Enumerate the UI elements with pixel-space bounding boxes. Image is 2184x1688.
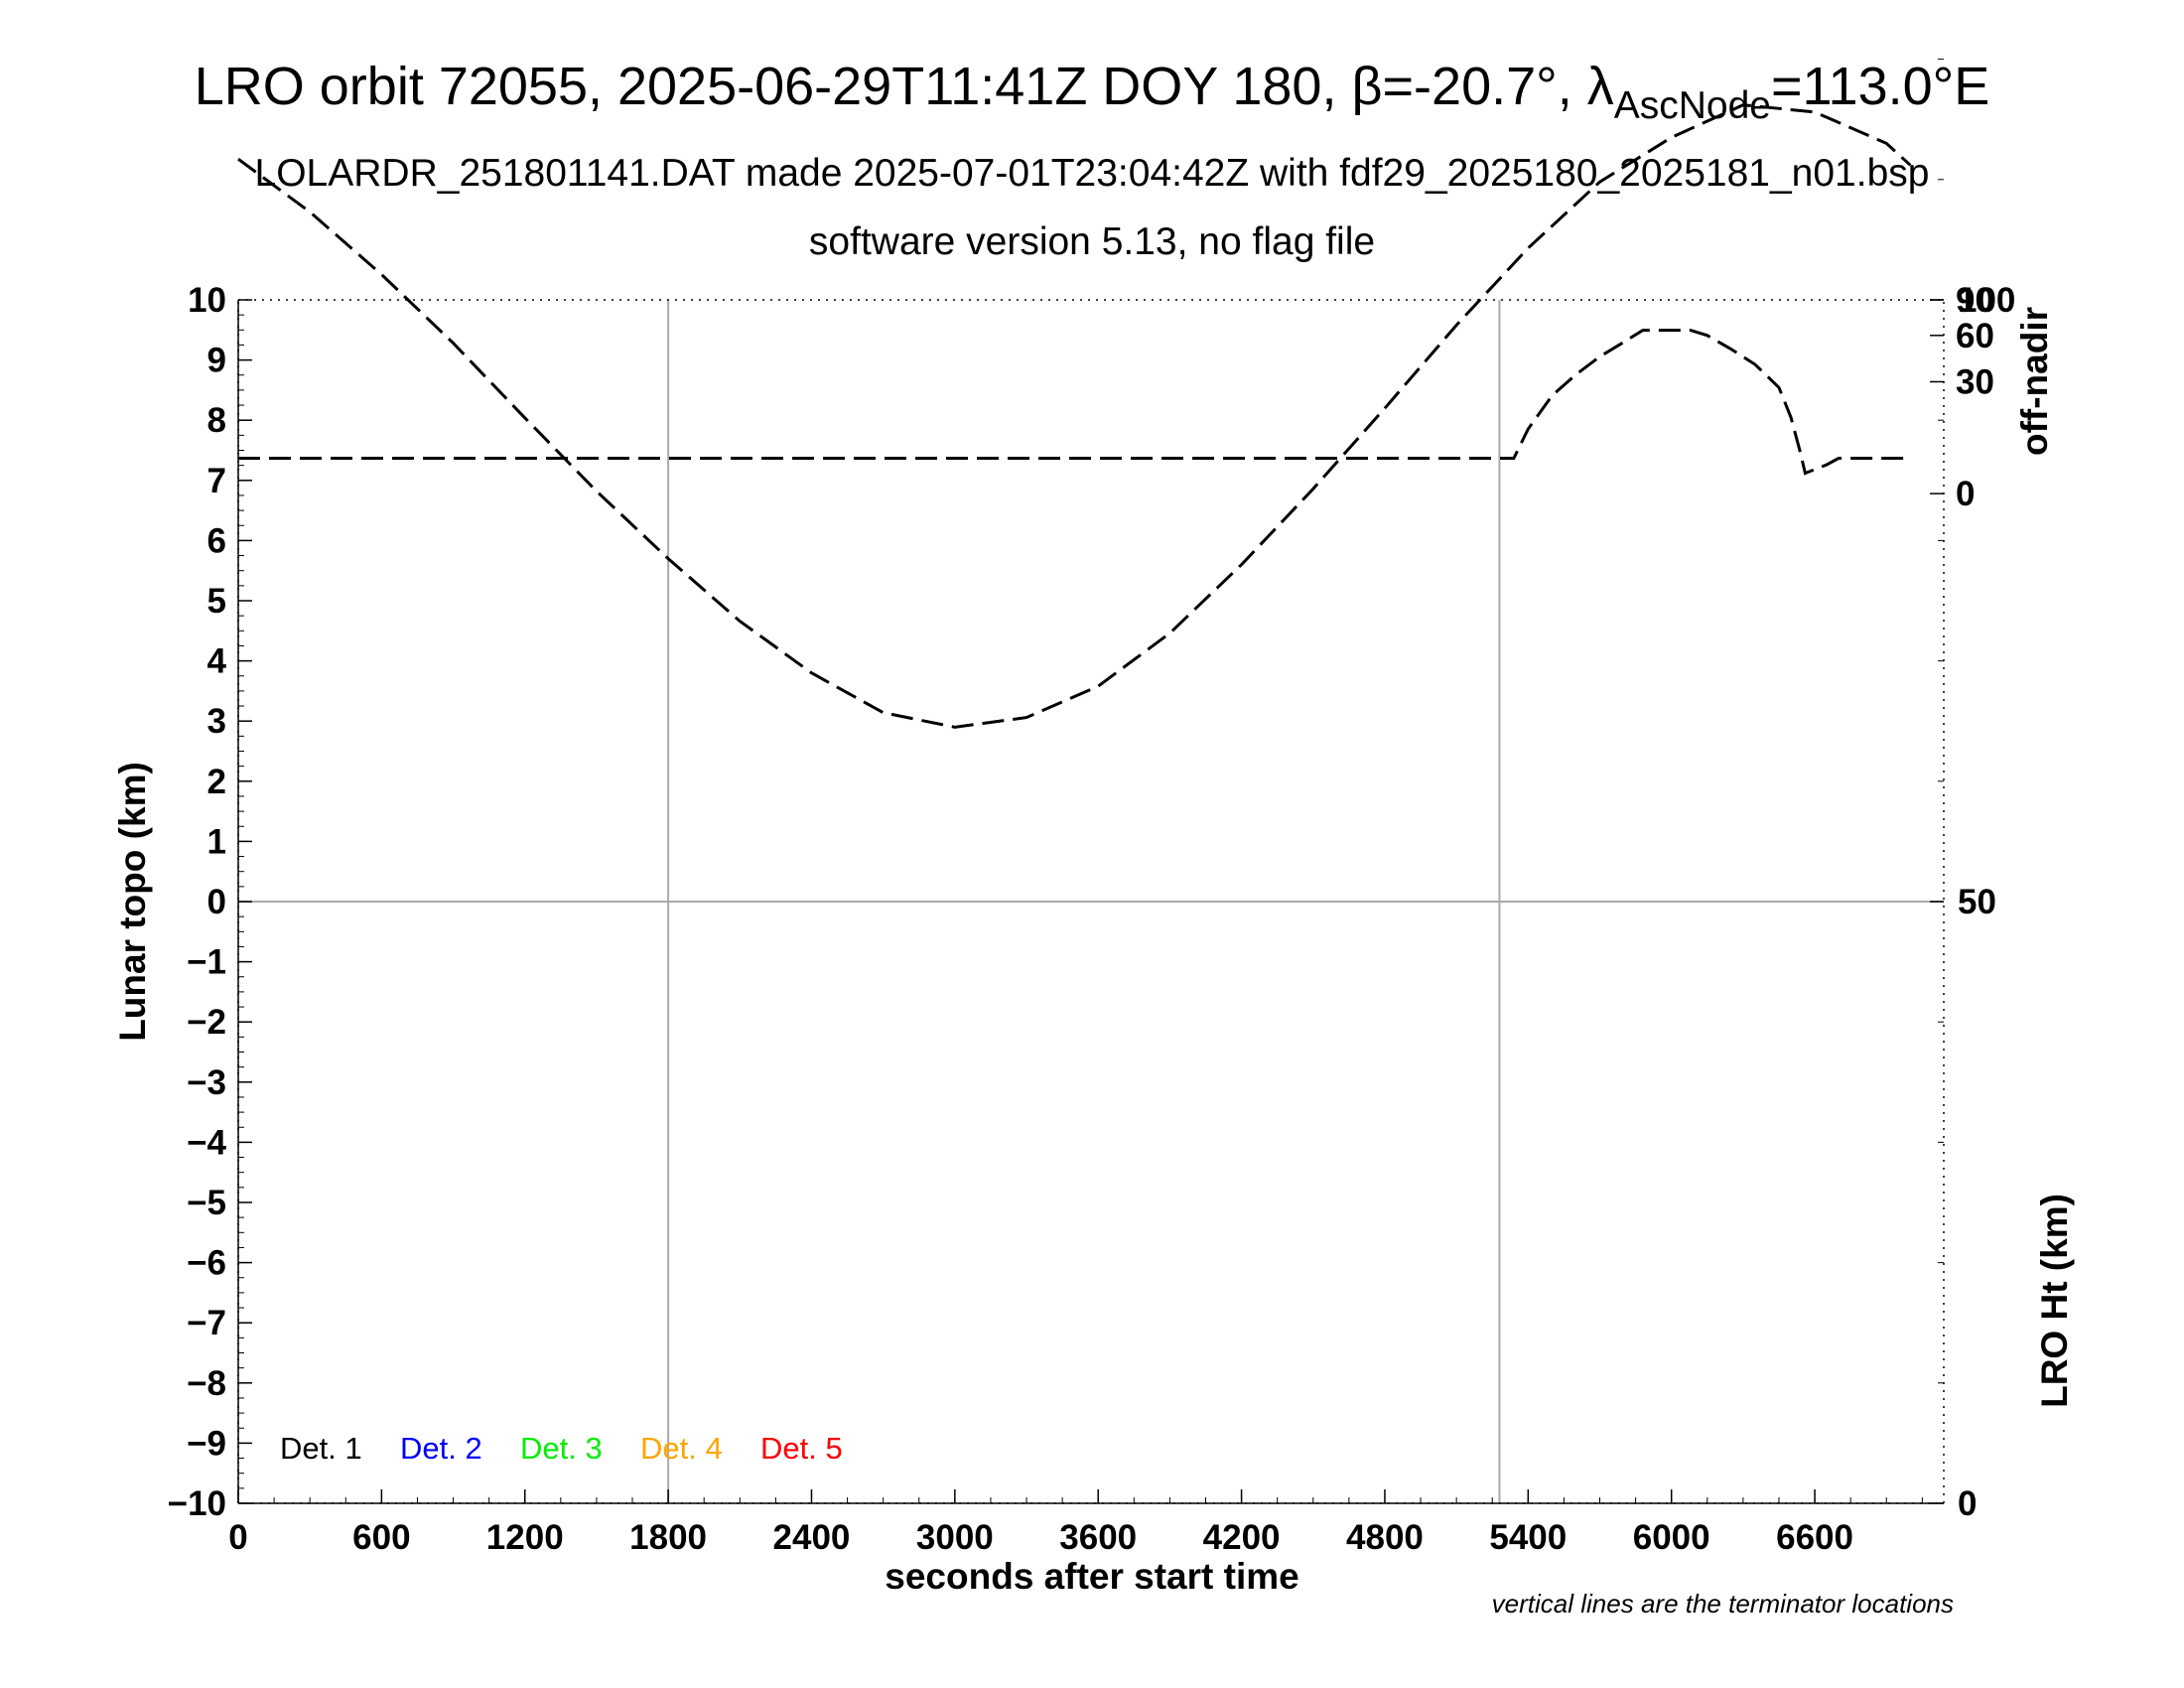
title-main: LRO orbit 72055, 2025-06-29T11:41Z DOY 1… xyxy=(195,57,1614,116)
legend-item: Det. 1 xyxy=(280,1431,362,1466)
y-tick-label: 9 xyxy=(207,342,226,380)
y-tick-label: −4 xyxy=(187,1123,226,1162)
y-tick-label: 10 xyxy=(188,281,226,320)
y-tick-label: 6 xyxy=(207,521,226,560)
legend-item: Det. 4 xyxy=(640,1431,723,1466)
y-tick-label: 2 xyxy=(207,763,226,801)
y-tick-label: −6 xyxy=(187,1244,226,1283)
series-line-off-nadir xyxy=(238,329,1911,476)
tick-layer: 0 600 1200 1800 2400 3000 3600 4200 4800 5400 6000… xyxy=(168,59,2015,1557)
off-nadir-tick-label: 30 xyxy=(1956,362,1994,401)
x-tick-label: 6000 xyxy=(1633,1518,1710,1557)
off-nadir-axis-label: off-nadir xyxy=(2014,307,2055,456)
chart-subtitle-2: software version 5.13, no flag file xyxy=(809,220,1375,263)
y-tick-label: −3 xyxy=(187,1063,226,1102)
lro-ht-axis-label: LRO Ht (km) xyxy=(2034,1194,2075,1408)
x-tick-label: 5400 xyxy=(1489,1518,1567,1557)
y-tick-label: 1 xyxy=(207,822,226,861)
y-tick-label: −9 xyxy=(187,1424,226,1463)
y-tick-label: −2 xyxy=(187,1003,226,1042)
x-tick-label: 6600 xyxy=(1776,1518,1853,1557)
title-end: =113.0°E xyxy=(1771,57,1989,116)
y-tick-label: 3 xyxy=(207,702,226,741)
y-tick-label: 5 xyxy=(207,582,226,621)
y-tick-label: −1 xyxy=(187,943,226,982)
off-nadir-tick-label: 90 xyxy=(1956,281,1994,320)
off-nadir-tick-label: 60 xyxy=(1956,317,1994,355)
series-layer xyxy=(237,103,1912,729)
x-tick-label: 4800 xyxy=(1346,1518,1424,1557)
x-tick-label: 2400 xyxy=(773,1518,851,1557)
x-tick-label: 1200 xyxy=(486,1518,564,1557)
y-tick-label: −10 xyxy=(168,1484,226,1523)
x-tick-label: 0 xyxy=(228,1518,247,1557)
chart-subtitle: LOLARDR_251801141.DAT made 2025-07-01T23… xyxy=(255,152,1930,195)
off-nadir-tick-label: 0 xyxy=(1956,475,1975,513)
y-tick-label: 8 xyxy=(207,401,226,440)
y-tick-label: −7 xyxy=(187,1304,226,1342)
y-tick-label: 0 xyxy=(207,883,226,921)
legend: Det. 1 Det. 2 Det. 3 Det. 4 Det. 5 xyxy=(280,1431,843,1466)
y-axis-label: Lunar topo (km) xyxy=(112,762,153,1042)
y-tick-label: 4 xyxy=(207,642,227,681)
grid-layer xyxy=(238,300,1944,1503)
lro-ht-tick-label: 100 xyxy=(1958,281,2015,320)
footnote: vertical lines are the terminator locati… xyxy=(1492,1589,1954,1618)
lro-ht-tick-label: 0 xyxy=(1958,1484,1977,1523)
y-tick-label: −8 xyxy=(187,1364,226,1403)
lro-ht-tick-label: 50 xyxy=(1958,883,1996,921)
legend-item: Det. 5 xyxy=(760,1431,843,1466)
x-tick-label: 3000 xyxy=(916,1518,994,1557)
legend-item: Det. 2 xyxy=(400,1431,482,1466)
legend-item: Det. 3 xyxy=(520,1431,603,1466)
series-line-lro-height xyxy=(237,103,1912,729)
x-tick-label: 600 xyxy=(352,1518,410,1557)
y-tick-label: 7 xyxy=(207,462,226,500)
x-tick-label: 1800 xyxy=(629,1518,707,1557)
x-axis-label: seconds after start time xyxy=(885,1556,1298,1597)
y-tick-label: −5 xyxy=(187,1184,226,1222)
x-tick-label: 3600 xyxy=(1059,1518,1137,1557)
x-tick-label: 4200 xyxy=(1203,1518,1281,1557)
